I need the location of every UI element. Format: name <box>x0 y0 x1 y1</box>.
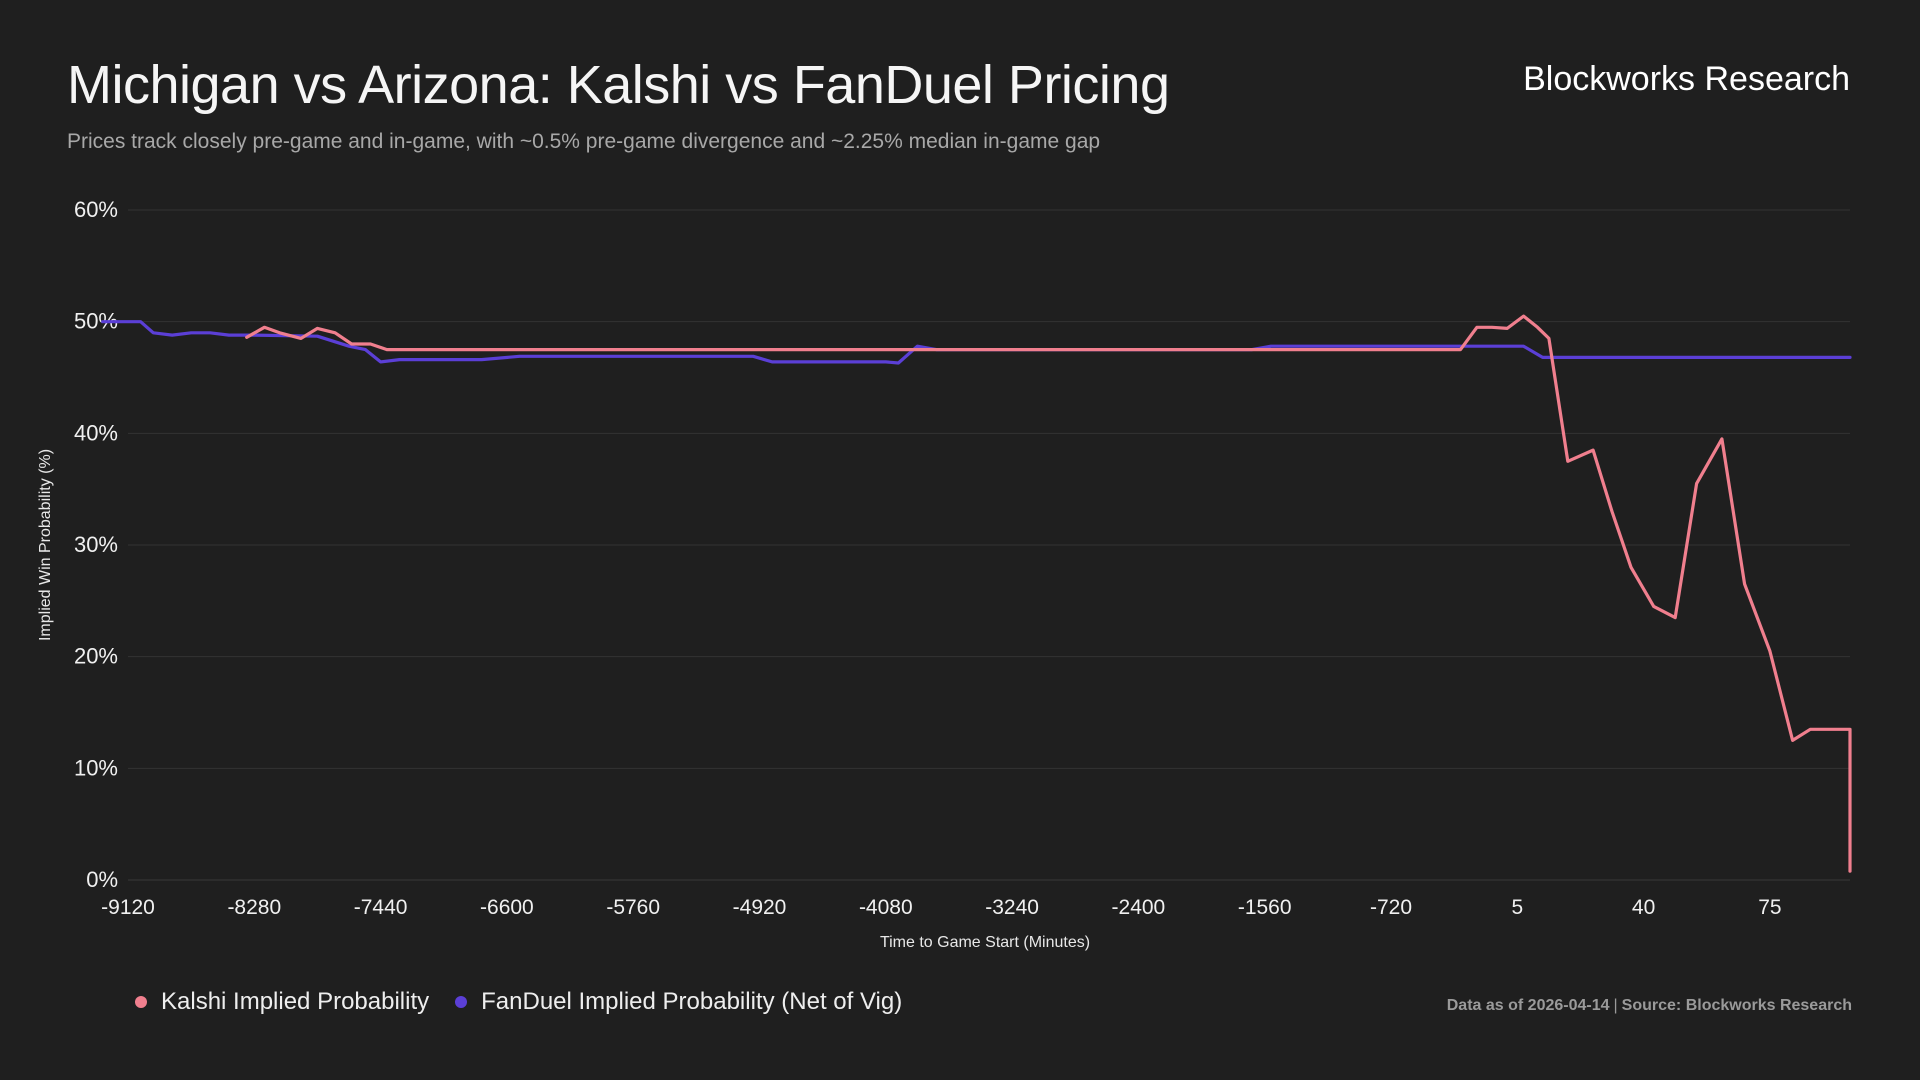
legend: Kalshi Implied Probability FanDuel Impli… <box>135 988 902 1016</box>
y-tick-label: 30% <box>74 532 118 557</box>
chart-title: Michigan vs Arizona: Kalshi vs FanDuel P… <box>67 55 1170 115</box>
y-axis-ticks: 0%10%20%30%40%50%60% <box>74 197 118 892</box>
source-footer: Data as of 2026-04-14 | Source: Blockworks… <box>1447 997 1852 1015</box>
x-tick-label: -3240 <box>985 896 1039 919</box>
y-axis-label: Implied Win Probability (%) <box>37 449 54 641</box>
x-tick-label: 40 <box>1632 896 1655 919</box>
x-tick-label: -6600 <box>480 896 534 919</box>
series-lines <box>101 314 1852 873</box>
legend-label-kalshi: Kalshi Implied Probability <box>161 988 430 1015</box>
footer-separator: | <box>1613 997 1618 1014</box>
fanduel-color-dot-icon <box>455 996 468 1008</box>
x-tick-label: -8280 <box>227 896 281 919</box>
y-tick-label: 20% <box>74 644 118 669</box>
y-tick-label: 60% <box>74 197 118 222</box>
x-tick-label: -9120 <box>101 896 155 919</box>
legend-label-fanduel: FanDuel Implied Probability (Net of Vig) <box>481 988 903 1015</box>
x-tick-label: -1560 <box>1238 896 1292 919</box>
x-tick-label: -7440 <box>354 896 408 919</box>
x-tick-label: -2400 <box>1112 896 1166 919</box>
grid-lines <box>128 209 1850 881</box>
x-axis-ticks: -9120 -8280 -7440 -6600 -5760 -4920 -4080 -3240… <box>101 896 1781 919</box>
y-tick-label: 10% <box>74 755 118 780</box>
legend-item-kalshi[interactable]: Kalshi Implied Probability <box>135 988 429 1016</box>
x-tick-label: -720 <box>1370 896 1412 919</box>
legend-item-fanduel[interactable]: FanDuel Implied Probability (Net of Vig) <box>455 988 902 1016</box>
x-tick-label: -5760 <box>606 896 660 919</box>
fanduel-series-line <box>101 320 1852 365</box>
y-tick-label: 40% <box>74 420 118 445</box>
x-tick-label: 75 <box>1758 896 1781 919</box>
x-axis-label: Time to Game Start (Minutes) <box>880 934 1090 951</box>
x-tick-label: 5 <box>1511 896 1523 919</box>
data-source: Source: Blockworks Research <box>1621 997 1852 1014</box>
x-tick-label: -4080 <box>859 896 913 919</box>
x-tick-label: -4920 <box>733 896 787 919</box>
y-tick-label: 0% <box>86 867 118 892</box>
chart-subtitle: Prices track closely pre-game and in-gam… <box>67 130 1101 153</box>
kalshi-color-dot-icon <box>135 996 147 1008</box>
data-date: Data as of 2026-04-14 <box>1446 997 1610 1014</box>
kalshi-series-line <box>245 314 1852 873</box>
brand-logo-text: Blockworks Research <box>1523 60 1850 98</box>
